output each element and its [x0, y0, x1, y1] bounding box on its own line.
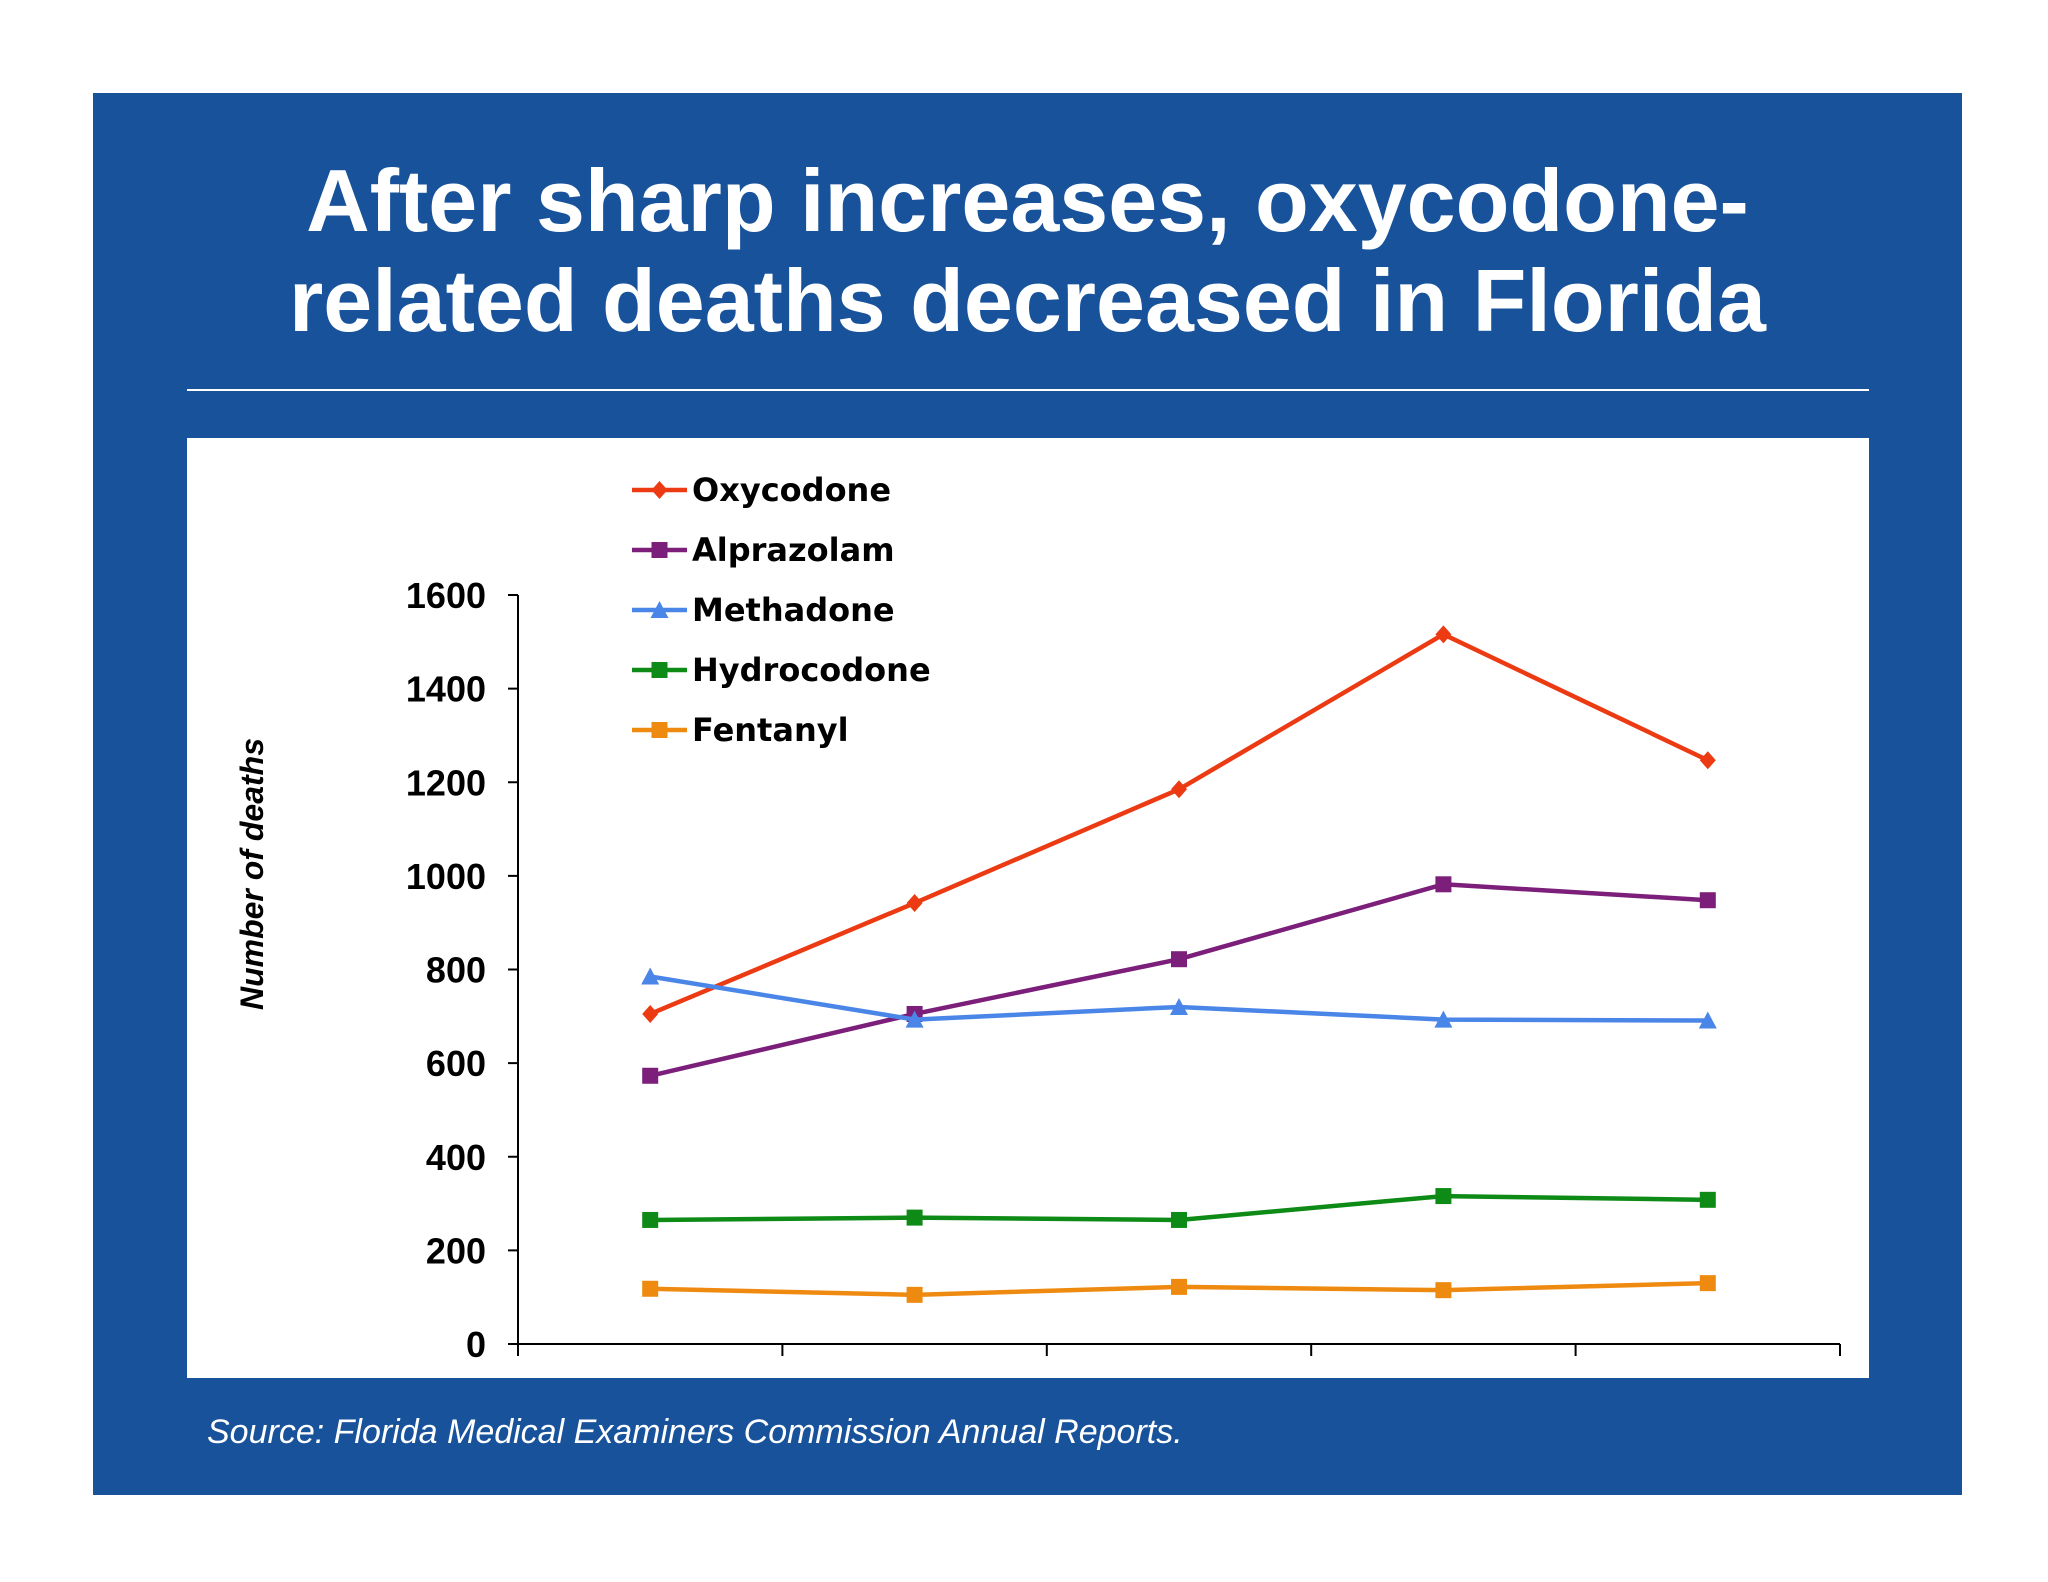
methadone-point	[641, 967, 660, 985]
fentanyl-legend-label: Fentanyl	[692, 711, 849, 749]
oxycodone-legend-label: Oxycodone	[692, 471, 891, 509]
alprazolam-point	[1171, 951, 1187, 968]
methadone-point	[1434, 1010, 1453, 1028]
y-tick-label: 800	[426, 950, 486, 991]
y-axis-title: Number of deaths	[234, 738, 270, 1010]
line-chart: 0200400600800100012001400160020072008200…	[234, 471, 1841, 1365]
hydrocodone-point	[1699, 1191, 1716, 1208]
methadone-legend-marker	[650, 601, 669, 618]
fentanyl-point	[906, 1286, 923, 1303]
fentanyl-point	[642, 1280, 659, 1297]
alprazolam-series-line	[649, 882, 1708, 1078]
hydrocodone-point	[1435, 1188, 1452, 1205]
hydrocodone-legend-label: Hydrocodone	[692, 651, 931, 689]
hydrocodone-point	[1171, 1211, 1187, 1228]
y-tick-label: 600	[426, 1043, 486, 1084]
y-tick-label: 400	[426, 1137, 486, 1178]
y-tick-label: 1600	[406, 575, 486, 616]
hydrocodone-point	[906, 1209, 923, 1226]
y-tick-label: 0	[466, 1324, 486, 1365]
fentanyl-point	[1435, 1282, 1452, 1299]
slide-title-line-1: After sharp increases, oxycodone-	[306, 151, 1749, 250]
alprazolam-point	[1699, 892, 1716, 909]
alprazolam-point	[1435, 876, 1452, 893]
y-tick-label: 1000	[406, 856, 486, 897]
hydrocodone-legend-marker	[651, 662, 668, 678]
alprazolam-legend-marker	[651, 542, 668, 558]
alprazolam-legend-label: Alprazolam	[692, 531, 895, 569]
fentanyl-point	[1171, 1278, 1187, 1295]
oxycodone-point	[1699, 751, 1716, 770]
methadone-point	[1170, 997, 1188, 1015]
oxycodone-point	[1171, 780, 1187, 799]
hydrocodone-point	[642, 1211, 659, 1228]
methadone-legend-label: Methadone	[692, 591, 895, 629]
fentanyl-point	[1699, 1275, 1716, 1292]
oxycodone-point	[1435, 625, 1452, 644]
source-note: Source: Florida Medical Examiners Commis…	[207, 1413, 1183, 1451]
chart-panel: 0200400600800100012001400160020072008200…	[187, 438, 1869, 1378]
methadone-point	[905, 1010, 924, 1028]
oxycodone-point	[642, 1004, 659, 1023]
methadone-point	[1698, 1011, 1717, 1029]
slide-title-line-2: related deaths decreased in Florida	[289, 251, 1766, 350]
y-tick-label: 200	[426, 1230, 486, 1271]
fentanyl-legend-marker	[651, 722, 668, 738]
y-tick-label: 1200	[406, 762, 486, 803]
oxycodone-point	[906, 894, 923, 913]
y-tick-label: 1400	[406, 669, 486, 710]
slide: After sharp increases, oxycodone- relate…	[93, 93, 1962, 1495]
alprazolam-point	[642, 1067, 659, 1084]
title-divider	[187, 389, 1869, 391]
slide-title: After sharp increases, oxycodone- relate…	[93, 151, 1962, 351]
oxycodone-legend-marker	[651, 481, 668, 499]
